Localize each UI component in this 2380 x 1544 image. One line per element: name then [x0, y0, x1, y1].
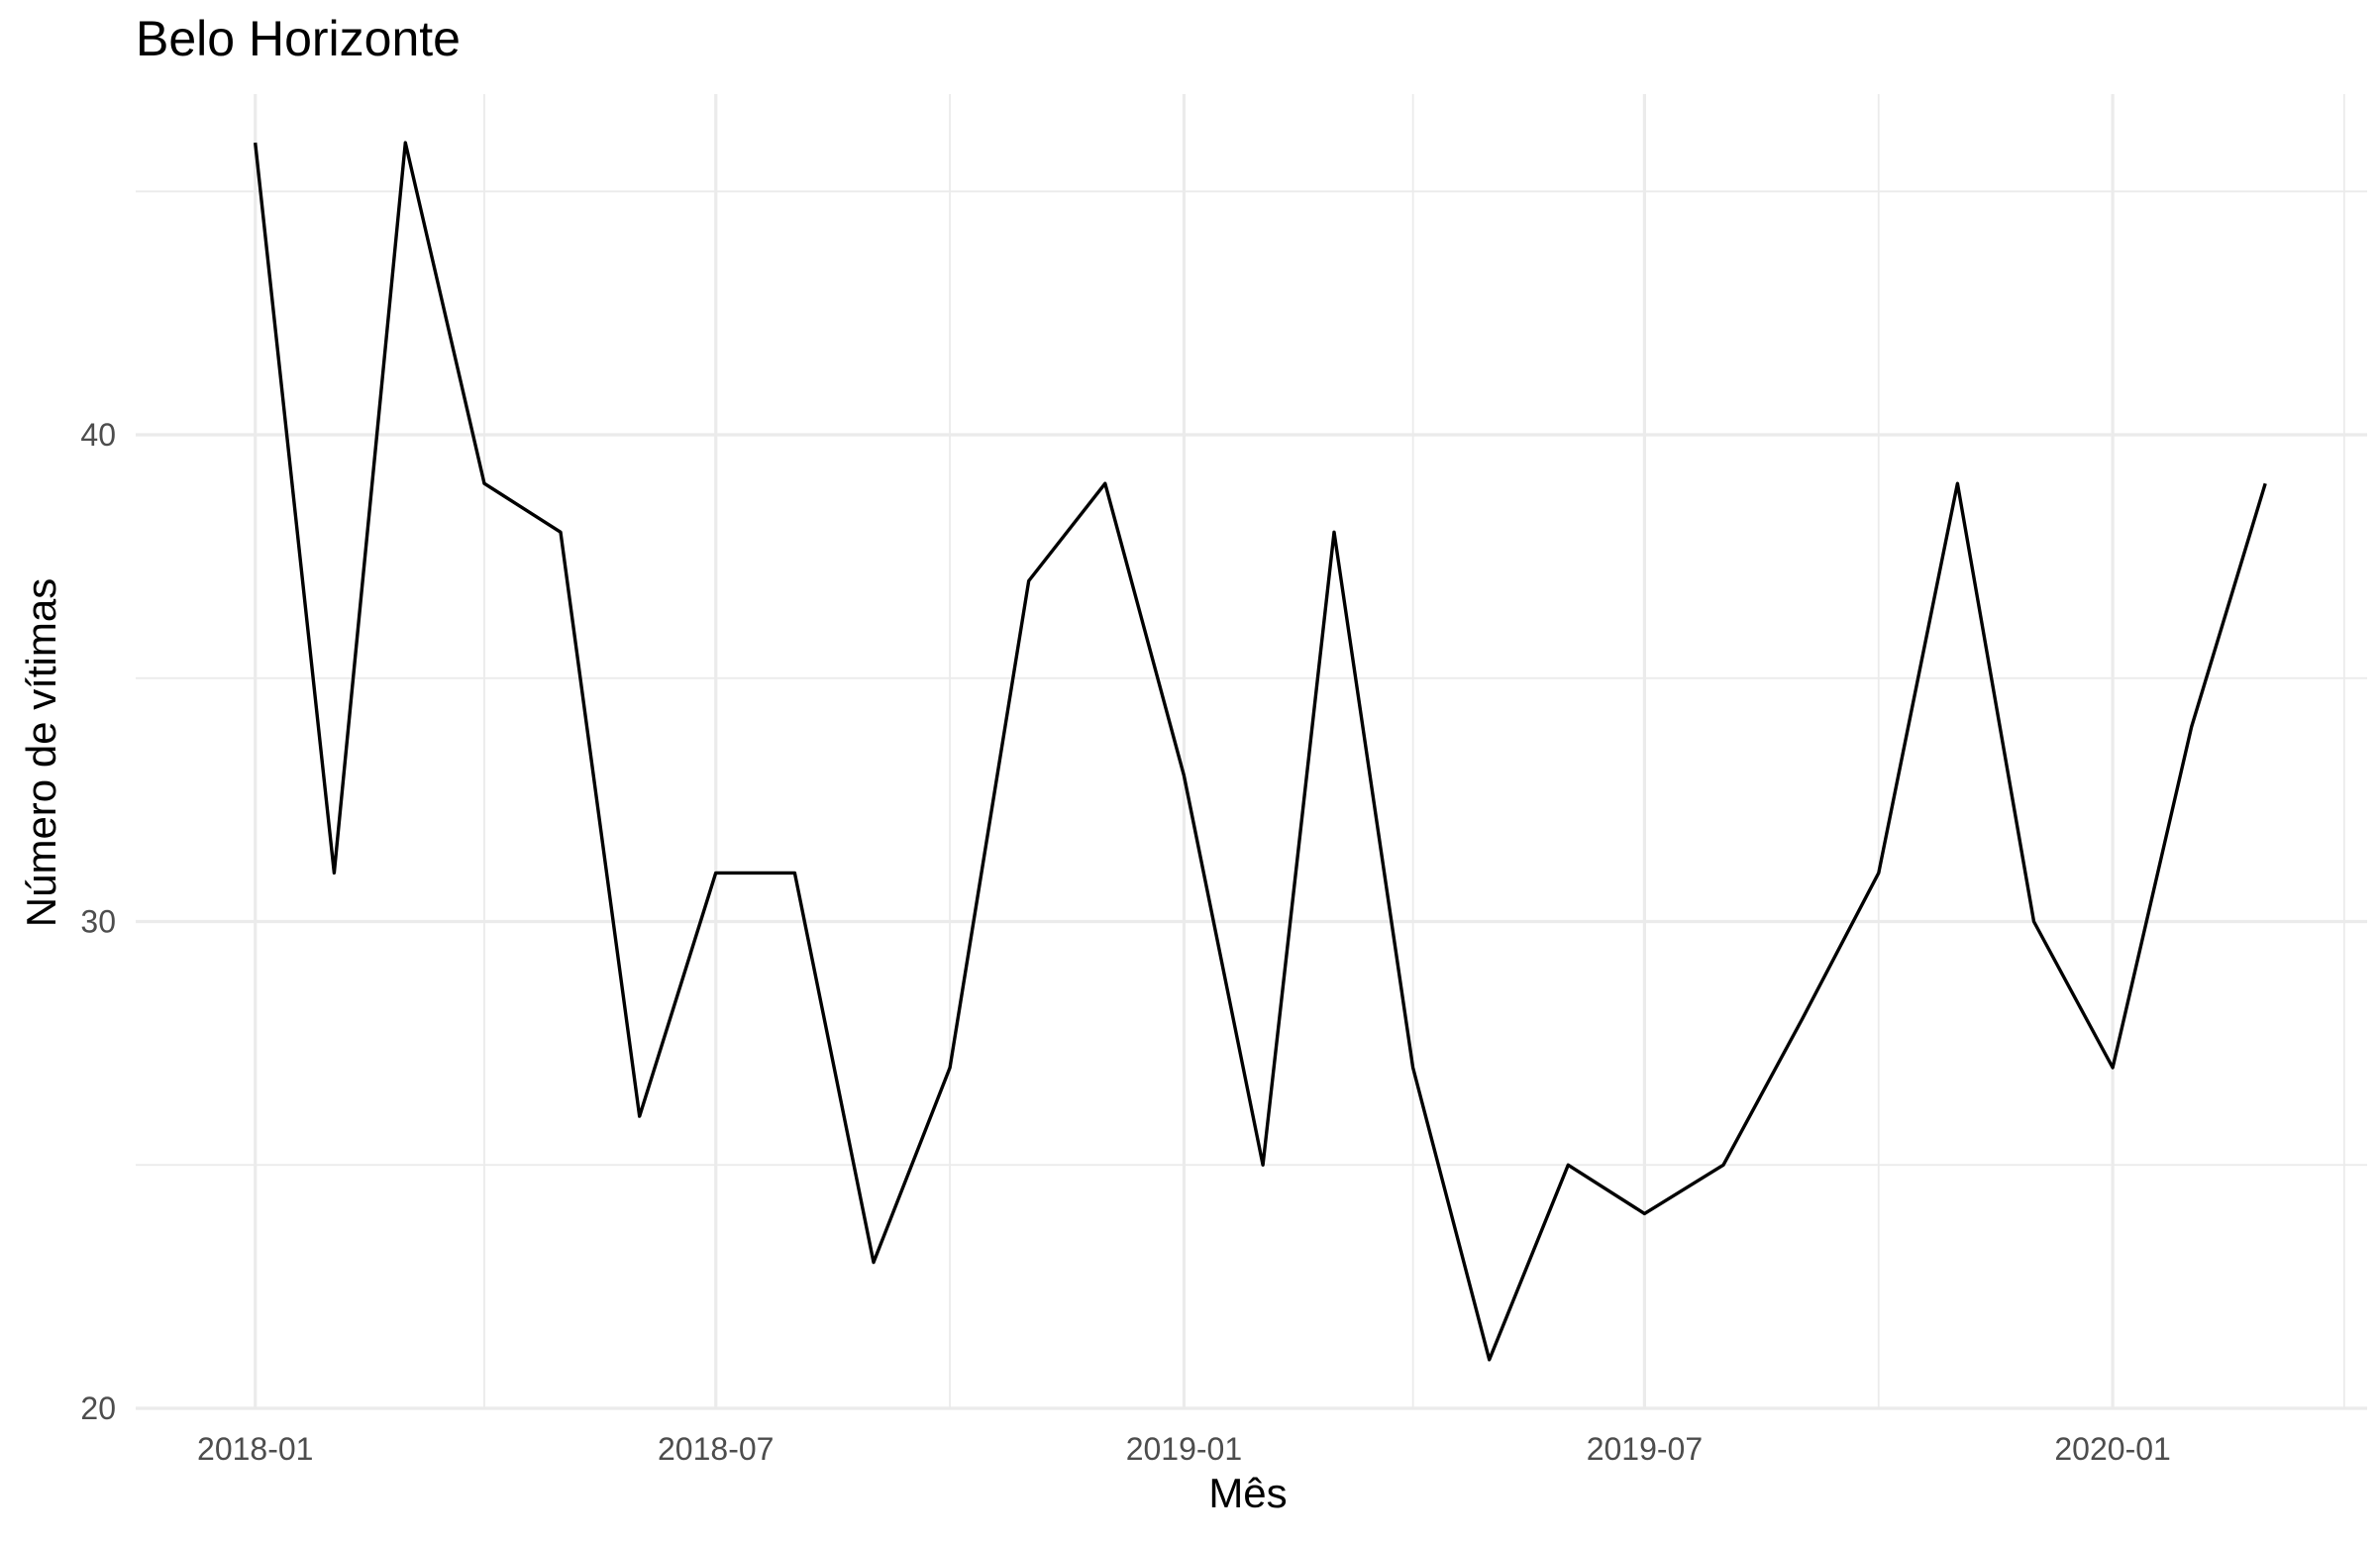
series-layer: [254, 141, 2267, 1362]
x-tick-label: 2018-01: [197, 1431, 313, 1467]
y-axis-ticks: 20 30 40: [80, 417, 116, 1426]
x-axis-label-wrap: Mês: [0, 1470, 2380, 1517]
x-axis-label: Mês: [1208, 1470, 1288, 1516]
y-axis-label: Número de vítimas: [18, 577, 64, 928]
x-axis-ticks: 2018-01 2018-07 2019-01 2019-07 2020-01: [197, 1431, 2171, 1467]
minor-gridlines: [136, 94, 2367, 1408]
x-tick-label: 2019-01: [1126, 1431, 1242, 1467]
y-tick-label: 30: [80, 904, 116, 940]
y-tick-label: 20: [80, 1390, 116, 1426]
x-tick-label: 2019-07: [1587, 1431, 1703, 1467]
chart-title: Belo Horizonte: [136, 11, 461, 66]
major-gridlines: [136, 94, 2367, 1410]
x-tick-label: 2020-01: [2054, 1431, 2170, 1467]
y-tick-label: 40: [80, 417, 116, 453]
x-tick-label: 2018-07: [658, 1431, 774, 1467]
series-line: [254, 141, 2267, 1362]
